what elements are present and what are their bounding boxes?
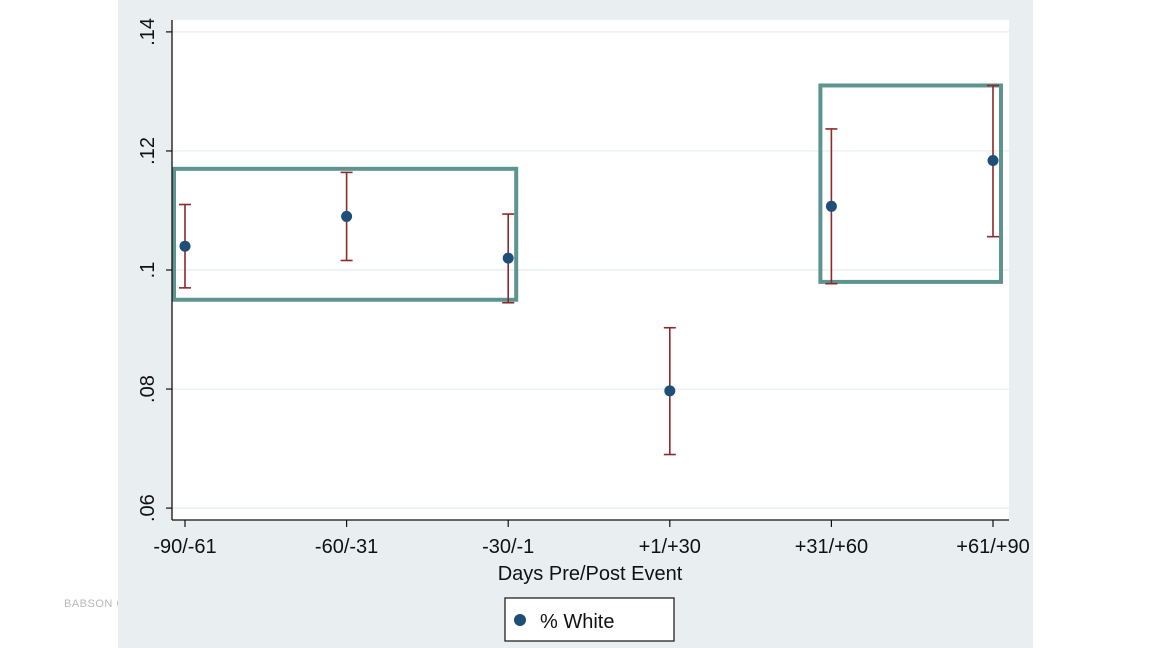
x-tick-label: +31/+60 (795, 536, 868, 558)
x-ticks: -90/-61 -60/-31 -30/-1 +1/+30 +31/+60 +61/+90 (153, 520, 1030, 558)
highlight-boxes (172, 83, 1004, 302)
legend-label: % White (540, 611, 614, 633)
legend-marker (514, 614, 526, 626)
y-tick-label: .06 (137, 494, 159, 522)
y-tick-label: .08 (137, 375, 159, 403)
data-point (825, 200, 837, 212)
legend: % White (504, 597, 675, 642)
x-axis-title: Days Pre/Post Event (498, 563, 683, 585)
x-tick-label: +1/+30 (639, 536, 701, 558)
data-point (664, 385, 676, 397)
highlight-box (172, 166, 519, 302)
legend-box (504, 597, 675, 642)
data-point (341, 210, 353, 222)
x-tick-label: +61/+90 (956, 536, 1029, 558)
data-point (179, 240, 191, 252)
highlight-box (818, 83, 1004, 284)
watermark-text: BABSON C (64, 598, 118, 610)
y-tick-label: .1 (137, 262, 159, 279)
y-ticks: .06 .08 .1 .12 .14 (137, 18, 172, 522)
x-tick-label: -90/-61 (153, 536, 216, 558)
x-tick-label: -30/-1 (482, 536, 534, 558)
y-tick-label: .14 (137, 18, 159, 46)
grid-lines (172, 31, 1009, 509)
y-tick-label: .12 (137, 137, 159, 165)
x-tick-label: -60/-31 (315, 536, 378, 558)
data-point (987, 154, 999, 166)
data-point (502, 252, 514, 264)
data-points (179, 154, 999, 397)
